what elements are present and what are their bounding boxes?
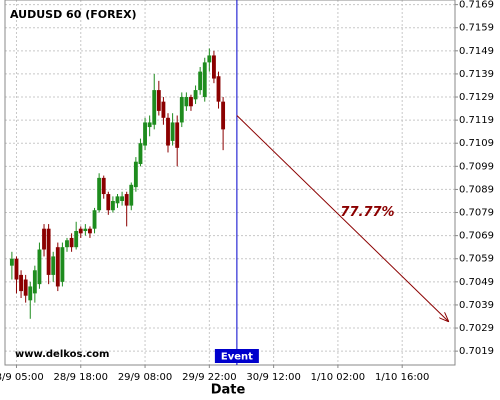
- y-tick-label: 0.7059: [459, 254, 494, 265]
- grid: [5, 0, 455, 365]
- candle-body: [216, 76, 221, 102]
- candle-body: [65, 240, 69, 248]
- candle-body: [193, 90, 198, 100]
- candle-body: [97, 177, 102, 211]
- candle-body: [179, 97, 184, 123]
- y-tick-label: 0.7109: [459, 138, 494, 149]
- y-tick-label: 0.7119: [459, 115, 494, 126]
- chart-title: AUDUSD 60 (FOREX): [10, 8, 137, 21]
- forecast-label: 77.77%: [340, 205, 394, 220]
- candle-body: [78, 228, 83, 234]
- candle-body: [198, 71, 203, 91]
- candle-body: [37, 249, 42, 285]
- x-tick-label: 1/10 02:00: [311, 372, 365, 383]
- candle-body: [46, 228, 51, 275]
- x-tick-label: 28/9 18:00: [54, 372, 108, 383]
- candle-body: [51, 256, 56, 275]
- x-tick-label: 30/9 12:00: [246, 372, 300, 383]
- candle-body: [32, 270, 37, 294]
- candle-body: [212, 55, 216, 79]
- marks: [9, 48, 226, 319]
- candle-body: [83, 228, 88, 232]
- y-tick-label: 0.7019: [459, 346, 494, 357]
- candle-body: [138, 143, 143, 165]
- y-tick-label: 0.7149: [459, 46, 494, 57]
- candle-body: [74, 231, 79, 248]
- watermark: www.delkos.com: [15, 349, 109, 360]
- x-tick-label: 29/9 08:00: [118, 372, 172, 383]
- forecast-line: [236, 115, 448, 322]
- y-tick-label: 0.7129: [459, 92, 494, 103]
- candle-body: [170, 122, 175, 141]
- candle-body: [9, 258, 14, 266]
- candle-body: [19, 274, 23, 292]
- x-tick-label: 1/10 16:00: [375, 372, 429, 383]
- y-tick-label: 0.7049: [459, 277, 494, 288]
- candle-body: [110, 200, 115, 211]
- y-tick-label: 0.7169: [459, 0, 494, 11]
- candle-body: [106, 194, 111, 211]
- candle-body: [69, 237, 74, 248]
- candle-body: [147, 122, 152, 128]
- y-tick-label: 0.7099: [459, 161, 494, 172]
- x-tick-label: 28/9 05:00: [0, 372, 44, 383]
- candle-body: [189, 97, 193, 107]
- candle-body: [166, 117, 170, 146]
- candle-body: [124, 194, 129, 206]
- plot-frame: [4, 0, 456, 366]
- event-label: Event: [221, 352, 253, 363]
- candle-body: [115, 196, 120, 204]
- y-tick-label: 0.7089: [459, 184, 494, 195]
- y-tick-label: 0.7139: [459, 69, 494, 80]
- y-tick-label: 0.7029: [459, 323, 494, 334]
- candle-body: [60, 247, 65, 282]
- candle-body: [55, 247, 60, 287]
- candle-body: [101, 177, 106, 195]
- candle-body: [156, 90, 161, 111]
- candle-body: [129, 184, 134, 206]
- candle-body: [133, 161, 138, 188]
- candle-body: [202, 62, 207, 98]
- candle-body: [184, 97, 189, 107]
- candle-body: [120, 196, 125, 201]
- y-tick-label: 0.7069: [459, 231, 494, 242]
- candle-body: [92, 210, 97, 229]
- candle-body: [221, 101, 226, 130]
- candle-body: [161, 101, 166, 118]
- candle-body: [23, 279, 28, 296]
- candle-body: [152, 90, 157, 125]
- x-tick-label: 29/9 22:00: [182, 372, 236, 383]
- candle-body: [28, 286, 33, 301]
- event-box: [214, 349, 259, 363]
- y-tick-label: 0.7159: [459, 23, 494, 34]
- x-axis-label: Date: [211, 383, 246, 398]
- y-tick-label: 0.7079: [459, 208, 494, 219]
- candle-body: [14, 258, 19, 280]
- candle-body: [143, 122, 147, 146]
- candle-body: [175, 122, 180, 148]
- y-tick-label: 0.7039: [459, 300, 494, 311]
- candle-body: [88, 228, 92, 234]
- candle-body: [42, 228, 46, 250]
- candle-body: [207, 55, 212, 63]
